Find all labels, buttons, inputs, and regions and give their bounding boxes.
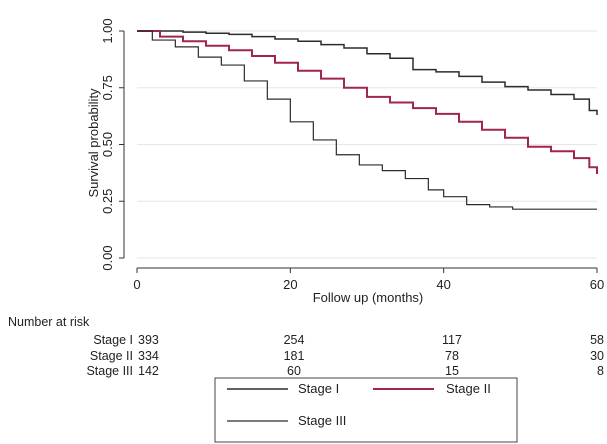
series-line-stage-iii — [137, 30, 597, 210]
risk-value: 117 — [442, 333, 462, 347]
series-group — [137, 30, 598, 210]
y-tick-label: 1.00 — [100, 18, 115, 43]
risk-row-label: Stage I — [93, 333, 133, 347]
y-axis-title: Survival probability — [86, 88, 101, 198]
x-axis-title: Follow up (months) — [313, 290, 424, 305]
risk-value: 15 — [445, 364, 459, 378]
y-tick-label: 0.25 — [100, 189, 115, 214]
series-line-stage-i — [137, 30, 598, 115]
risk-table-title: Number at risk — [8, 315, 90, 329]
y-tick-label: 0.50 — [100, 132, 115, 157]
legend-label-stage-i: Stage I — [298, 381, 339, 396]
x-tick-label: 20 — [283, 277, 297, 292]
y-tick-label: 0.75 — [100, 75, 115, 100]
risk-value: 8 — [597, 364, 604, 378]
x-tick-label: 40 — [436, 277, 450, 292]
x-axis-ticks: 0 20 40 60 — [133, 268, 604, 292]
risk-value: 334 — [138, 349, 159, 363]
risk-value: 393 — [138, 333, 159, 347]
risk-row-label: Stage III — [86, 364, 133, 378]
x-tick-label: 0 — [133, 277, 140, 292]
risk-value: 58 — [590, 333, 604, 347]
legend: Stage I Stage II Stage III — [214, 377, 518, 443]
y-tick-label: 0.00 — [100, 245, 115, 270]
risk-value: 181 — [284, 349, 305, 363]
number-at-risk-table: Number at risk Stage I 393 254 117 58 Stage I… — [8, 315, 604, 378]
risk-value: 254 — [284, 333, 305, 347]
risk-value: 60 — [287, 364, 301, 378]
series-line-stage-ii — [137, 30, 598, 175]
risk-value: 30 — [590, 349, 604, 363]
risk-value: 78 — [445, 349, 459, 363]
legend-label-stage-ii: Stage II — [446, 381, 491, 396]
legend-label-stage-iii: Stage III — [298, 413, 346, 428]
risk-row-label: Stage II — [90, 349, 133, 363]
risk-value: 142 — [138, 364, 159, 378]
x-tick-label: 60 — [590, 277, 604, 292]
y-axis-ticks: 0.00 0.25 0.50 0.75 1.00 — [100, 18, 124, 271]
